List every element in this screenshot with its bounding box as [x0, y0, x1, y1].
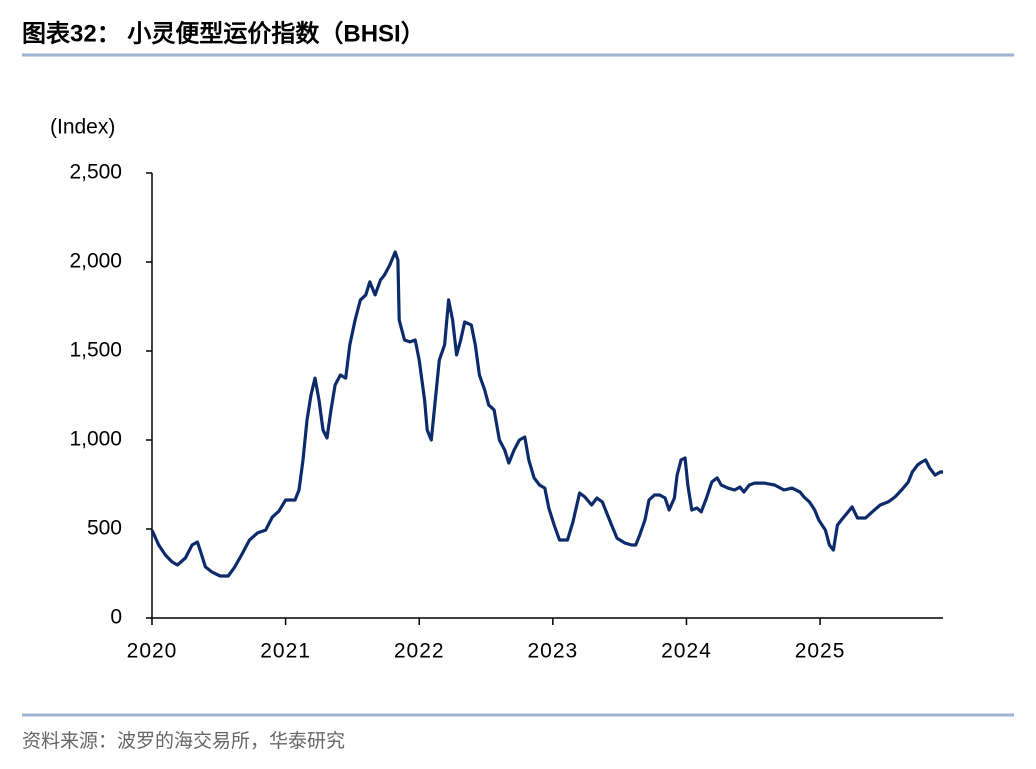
source-note: 资料来源：波罗的海交易所，华泰研究 — [22, 730, 345, 752]
y-tick-label: 1,500 — [69, 339, 122, 362]
y-axis-label: (Index) — [50, 116, 115, 139]
x-tick-label: 2022 — [394, 640, 445, 663]
chart-title: 图表32： 小灵便型运价指数（BHSI） — [22, 20, 425, 47]
y-tick-label: 0 — [110, 606, 122, 629]
y-tick-label: 500 — [87, 517, 122, 540]
y-tick-label: 2,000 — [69, 250, 122, 273]
x-tick-label: 2025 — [795, 640, 846, 663]
x-tick-label: 2021 — [260, 640, 311, 663]
y-tick-label: 2,500 — [69, 161, 122, 184]
series-line — [150, 250, 943, 578]
x-tick-label: 2020 — [127, 640, 178, 663]
x-tick-label: 2024 — [661, 640, 712, 663]
y-tick-label: 1,000 — [69, 428, 122, 451]
x-tick-label: 2023 — [527, 640, 578, 663]
